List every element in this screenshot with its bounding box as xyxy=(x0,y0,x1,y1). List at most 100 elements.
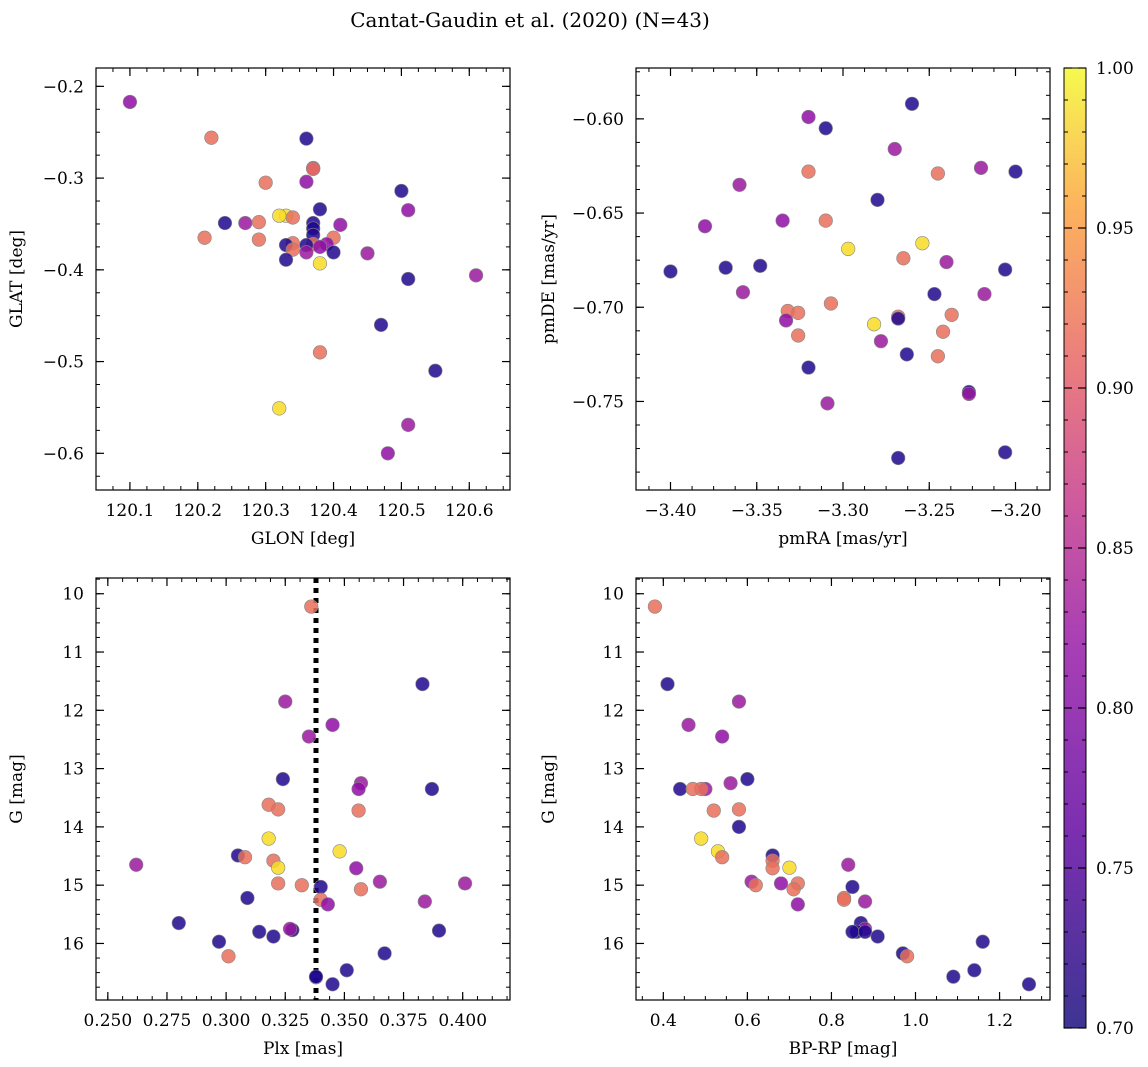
scatter-point xyxy=(706,803,721,818)
scatter-point xyxy=(221,949,236,964)
y-tick-label: 10 xyxy=(62,585,84,605)
scatter-point xyxy=(845,879,860,895)
scatter-point xyxy=(417,894,432,909)
x-axis-label: Plx [mas] xyxy=(263,1039,343,1059)
scatter-point xyxy=(915,236,930,251)
scatter-point xyxy=(1008,164,1023,179)
scatter-point xyxy=(939,254,954,270)
panel-plx-g: 0.250 0.275 0.300 0.325 0.350 0.375 0.400 10 11 1… xyxy=(7,577,511,1059)
scatter-point xyxy=(891,311,906,326)
y-tick-label: 16 xyxy=(602,934,624,954)
scatter-point xyxy=(238,215,253,231)
x-tick-label: 0.6 xyxy=(734,1011,761,1031)
scatter-point xyxy=(278,694,293,709)
scatter-point xyxy=(887,141,902,157)
scatter-point xyxy=(765,861,780,876)
y-axis-label: GLAT [deg] xyxy=(7,230,27,328)
scatter-point xyxy=(377,946,392,961)
scatter-point xyxy=(299,131,314,146)
axes-frame xyxy=(95,67,511,491)
scatter-point xyxy=(261,831,276,846)
scatter-point xyxy=(801,109,816,125)
axes-frame xyxy=(635,67,1051,491)
colorbar-tick-label: 0.85 xyxy=(1096,539,1134,559)
scatter-point xyxy=(896,251,911,266)
scatter-point xyxy=(823,296,839,311)
colorbar: 0.70 0.75 0.80 0.85 0.90 0.95 1.00 xyxy=(1063,59,1134,1039)
y-tick-label: −0.4 xyxy=(43,261,84,281)
y-tick-label: 13 xyxy=(602,760,624,780)
scatter-point xyxy=(782,860,797,875)
scatter-point xyxy=(351,781,366,797)
figure-title: Cantat-Gaudin et al. (2020) (N=43) xyxy=(350,8,710,32)
y-axis-label: G [mag] xyxy=(7,754,27,823)
scatter-point xyxy=(647,599,663,614)
scatter-point xyxy=(272,208,287,223)
x-tick-label: 0.400 xyxy=(438,1011,487,1031)
scatter-point xyxy=(211,934,227,949)
scatter-point xyxy=(778,313,794,328)
x-tick-label: 0.300 xyxy=(202,1011,251,1031)
x-axis-label: GLON [deg] xyxy=(251,529,355,549)
y-tick-label: −0.5 xyxy=(43,353,84,373)
y-tick-label: −0.60 xyxy=(572,110,624,130)
scatter-point xyxy=(401,271,416,287)
scatter-point xyxy=(312,256,328,271)
scatter-point xyxy=(325,977,340,992)
scatter-point xyxy=(171,915,186,931)
x-tick-label: 120.2 xyxy=(173,501,222,521)
scatter-point xyxy=(266,929,281,944)
y-tick-label: 11 xyxy=(62,643,84,663)
scatter-point xyxy=(272,401,287,416)
scatter-point xyxy=(977,286,992,302)
scatter-point xyxy=(904,96,920,111)
x-tick-label: 1.0 xyxy=(902,1011,929,1031)
scatter-point xyxy=(468,268,484,283)
scatter-point xyxy=(349,861,364,876)
scatter-point xyxy=(818,121,833,136)
scatter-point xyxy=(946,969,961,984)
scatter-point xyxy=(944,307,959,322)
y-axis-label: G [mag] xyxy=(539,754,559,823)
axes-frame xyxy=(95,577,511,1001)
y-tick-label: 12 xyxy=(62,701,84,721)
y-tick-label: −0.75 xyxy=(572,392,624,412)
scatter-point xyxy=(312,202,328,217)
scatter-point xyxy=(258,175,273,190)
x-tick-label: 120.3 xyxy=(241,501,290,521)
colorbar-tick-label: 0.90 xyxy=(1096,379,1134,399)
colorbar-tick-label: 0.80 xyxy=(1096,699,1134,719)
scatter-point xyxy=(271,876,286,891)
scatter-point xyxy=(271,802,286,817)
scatter-point xyxy=(237,850,253,865)
scatter-point xyxy=(217,215,233,231)
scatter-point xyxy=(718,260,733,275)
scatter-point xyxy=(197,230,212,245)
scatter-point xyxy=(285,210,300,225)
scatter-point xyxy=(731,819,747,834)
scatter-point xyxy=(660,676,675,692)
scatter-point xyxy=(685,781,700,797)
colorbar-tick-label: 0.75 xyxy=(1096,859,1134,879)
x-tick-label: 0.325 xyxy=(261,1011,310,1031)
x-axis-label: BP-RP [mag] xyxy=(789,1039,898,1059)
x-axis-label: pmRA [mas/yr] xyxy=(778,529,907,549)
scatter-point xyxy=(723,776,738,791)
y-axis-label: pmDE [mas/yr] xyxy=(539,214,559,344)
y-tick-label: 11 xyxy=(602,643,624,663)
colorbar-tick-label: 0.70 xyxy=(1096,1019,1134,1039)
scatter-point xyxy=(975,934,990,949)
x-tick-label: −3.25 xyxy=(903,501,955,521)
x-tick-label: 1.2 xyxy=(986,1011,1013,1031)
x-tick-label: 0.250 xyxy=(83,1011,132,1031)
scatter-point xyxy=(415,676,430,692)
scatter-point xyxy=(786,882,801,897)
x-tick-label: 0.275 xyxy=(143,1011,192,1031)
scatter-point xyxy=(673,781,688,797)
scatter-point xyxy=(401,203,416,218)
scatter-point xyxy=(252,924,267,939)
scatter-point xyxy=(401,417,416,432)
scatter-point xyxy=(899,347,914,362)
x-tick-label: −3.35 xyxy=(731,501,783,521)
